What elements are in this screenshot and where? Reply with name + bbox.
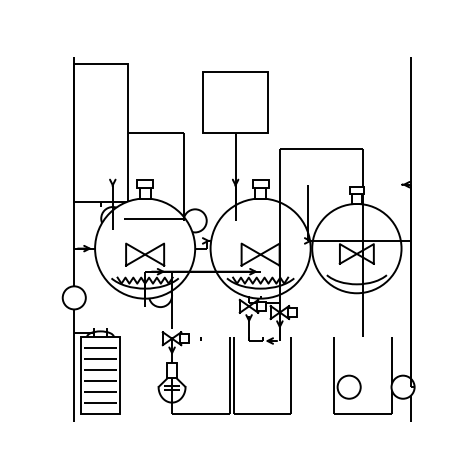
Bar [203, 72, 268, 133]
Bar [181, 335, 189, 343]
Bar [352, 194, 362, 204]
Bar [167, 363, 177, 378]
Circle shape [183, 210, 207, 232]
Circle shape [392, 376, 415, 399]
Bar [253, 180, 269, 188]
Circle shape [101, 207, 124, 230]
Circle shape [210, 199, 310, 299]
Bar [74, 64, 128, 202]
Bar [255, 188, 266, 199]
Bar [257, 302, 266, 310]
Bar [81, 337, 120, 414]
Bar [288, 308, 297, 317]
Bar [350, 187, 364, 194]
Circle shape [312, 204, 401, 293]
Bar [140, 188, 151, 199]
Circle shape [63, 286, 86, 310]
Circle shape [95, 199, 195, 299]
Bar [137, 180, 153, 188]
Circle shape [149, 284, 172, 307]
Circle shape [337, 376, 361, 399]
